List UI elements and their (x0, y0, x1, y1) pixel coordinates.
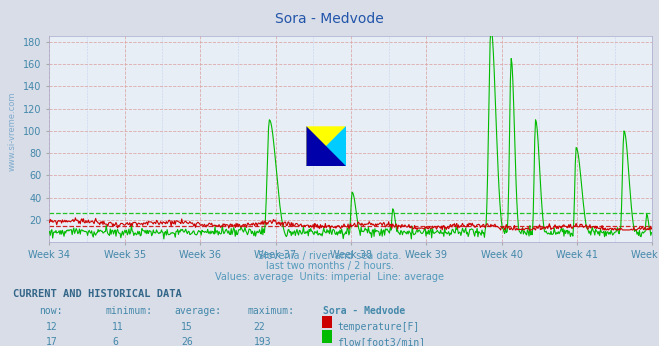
Text: last two months / 2 hours.: last two months / 2 hours. (266, 261, 393, 271)
Text: 11: 11 (112, 322, 124, 333)
Text: 193: 193 (254, 337, 272, 346)
Text: CURRENT AND HISTORICAL DATA: CURRENT AND HISTORICAL DATA (13, 289, 182, 299)
Polygon shape (306, 126, 346, 166)
Text: 12: 12 (46, 322, 58, 333)
Text: Sora - Medvode: Sora - Medvode (275, 12, 384, 26)
Text: maximum:: maximum: (247, 306, 294, 316)
Text: temperature[F]: temperature[F] (337, 322, 420, 333)
Text: now:: now: (40, 306, 63, 316)
Text: 26: 26 (181, 337, 193, 346)
Text: minimum:: minimum: (105, 306, 152, 316)
Text: 15: 15 (181, 322, 193, 333)
Polygon shape (306, 126, 346, 166)
Text: flow[foot3/min]: flow[foot3/min] (337, 337, 426, 346)
Text: Slovenia / river and sea data.: Slovenia / river and sea data. (258, 251, 401, 261)
Text: 6: 6 (112, 337, 118, 346)
Polygon shape (306, 126, 346, 166)
Text: Sora - Medvode: Sora - Medvode (323, 306, 405, 316)
Text: 22: 22 (254, 322, 266, 333)
Text: 17: 17 (46, 337, 58, 346)
Text: average:: average: (175, 306, 221, 316)
Text: www.si-vreme.com: www.si-vreme.com (8, 92, 17, 171)
Text: Values: average  Units: imperial  Line: average: Values: average Units: imperial Line: av… (215, 272, 444, 282)
